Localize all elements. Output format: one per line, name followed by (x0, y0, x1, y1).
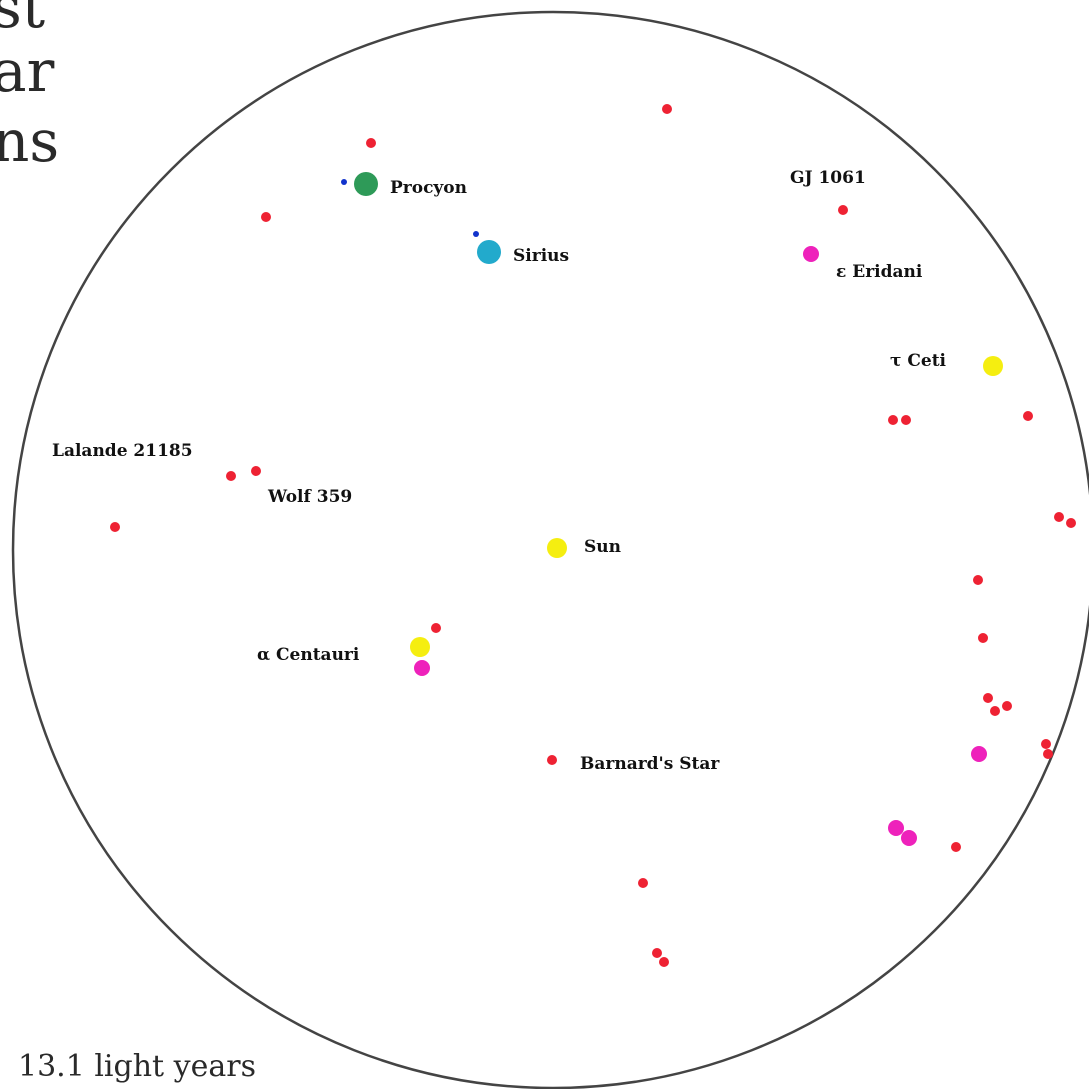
star-red-9 (1066, 518, 1076, 528)
label-eps-eridani: ε Eridani (836, 262, 923, 282)
star-magenta-1 (971, 746, 987, 762)
star-red-8 (1054, 512, 1064, 522)
label-gj1061: GJ 1061 (790, 168, 866, 188)
star-red-6 (901, 415, 911, 425)
scale-label: 13.1 light years (18, 1049, 256, 1084)
title-line-1: st (0, 0, 46, 41)
star-alpha-cen-c (431, 623, 441, 633)
star-magenta-3 (901, 830, 917, 846)
label-lalande: Lalande 21185 (52, 441, 193, 461)
star-procyon (354, 172, 378, 196)
star-red-5 (888, 415, 898, 425)
star-eps-eridani (803, 246, 819, 262)
star-red-18 (638, 878, 648, 888)
labels-layer: Procyon Sirius GJ 1061 ε Eridani τ Ceti … (52, 168, 947, 774)
label-sirius: Sirius (513, 246, 569, 266)
star-barnard (547, 755, 557, 765)
label-procyon: Procyon (390, 178, 467, 198)
star-tau-ceti (983, 356, 1003, 376)
star-procyon-b (341, 179, 347, 185)
star-gj1061 (838, 205, 848, 215)
star-red-16 (1043, 749, 1053, 759)
star-red-15 (1041, 739, 1051, 749)
star-magenta-2 (888, 820, 904, 836)
star-red-2 (662, 104, 672, 114)
star-alpha-cen-a (410, 637, 430, 657)
star-wolf359 (251, 466, 261, 476)
star-red-14 (1002, 701, 1012, 711)
title-line-3: ns (0, 107, 60, 175)
title-line-2: ar (0, 37, 55, 105)
star-red-3 (261, 212, 271, 222)
boundary-circle (11, 10, 1089, 1089)
star-red-10 (973, 575, 983, 585)
label-barnard: Barnard's Star (580, 754, 720, 774)
label-tau-ceti: τ Ceti (890, 351, 947, 371)
star-red-19 (652, 948, 662, 958)
star-sun (547, 538, 567, 558)
star-red-20 (659, 957, 669, 967)
star-sirius-b (473, 231, 479, 237)
label-alpha-centauri: α Centauri (257, 645, 360, 665)
star-red-1 (366, 138, 376, 148)
star-red-11 (978, 633, 988, 643)
stars-layer (110, 104, 1076, 967)
label-wolf359: Wolf 359 (267, 487, 352, 507)
star-red-17 (951, 842, 961, 852)
star-red-13 (990, 706, 1000, 716)
star-red-4 (110, 522, 120, 532)
star-alpha-cen-b (414, 660, 430, 676)
star-lalande (226, 471, 236, 481)
star-red-12 (983, 693, 993, 703)
star-red-7 (1023, 411, 1033, 421)
label-sun: Sun (584, 537, 621, 557)
star-sirius (477, 240, 501, 264)
